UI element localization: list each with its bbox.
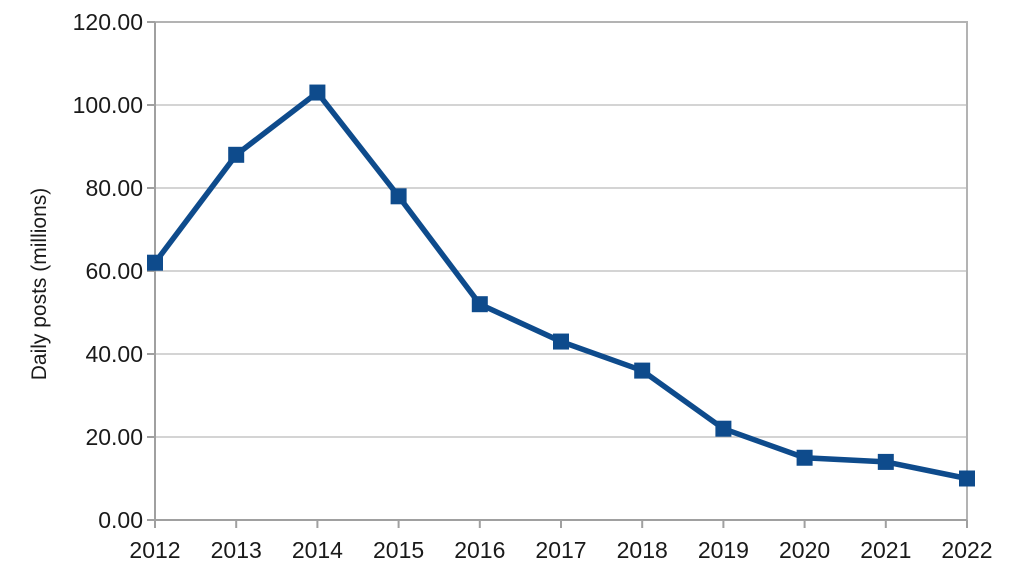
data-point-2018 <box>634 362 651 379</box>
x-tick-label: 2016 <box>454 537 505 563</box>
data-point-2019 <box>715 420 732 437</box>
data-point-2014 <box>309 84 326 101</box>
y-tick-label: 60.00 <box>85 258 143 284</box>
y-tick-label: 20.00 <box>85 424 143 450</box>
x-tick-label: 2021 <box>860 537 911 563</box>
y-tick-label: 100.00 <box>73 92 143 118</box>
x-tick-label: 2019 <box>698 537 749 563</box>
x-tick-label: 2017 <box>535 537 586 563</box>
x-tick-label: 2012 <box>129 537 180 563</box>
x-tick-label: 2020 <box>779 537 830 563</box>
data-point-2013 <box>228 146 245 163</box>
y-tick-label: 0.00 <box>98 507 143 533</box>
x-tick-label: 2013 <box>211 537 262 563</box>
data-point-2022 <box>959 470 975 487</box>
x-tick-label: 2022 <box>941 537 992 563</box>
data-point-2016 <box>471 296 488 313</box>
x-tick-label: 2018 <box>617 537 668 563</box>
y-tick-label: 120.00 <box>73 9 143 35</box>
y-axis-title: Daily posts (millions) <box>28 188 51 381</box>
x-tick-label: 2015 <box>373 537 424 563</box>
y-tick-label: 40.00 <box>85 341 143 367</box>
data-point-2017 <box>553 333 569 350</box>
data-point-2020 <box>796 449 813 466</box>
data-point-2015 <box>390 188 407 205</box>
y-tick-label: 80.00 <box>85 175 143 201</box>
data-point-2012 <box>147 254 163 271</box>
x-tick-label: 2014 <box>292 537 343 563</box>
data-point-2021 <box>877 453 894 470</box>
